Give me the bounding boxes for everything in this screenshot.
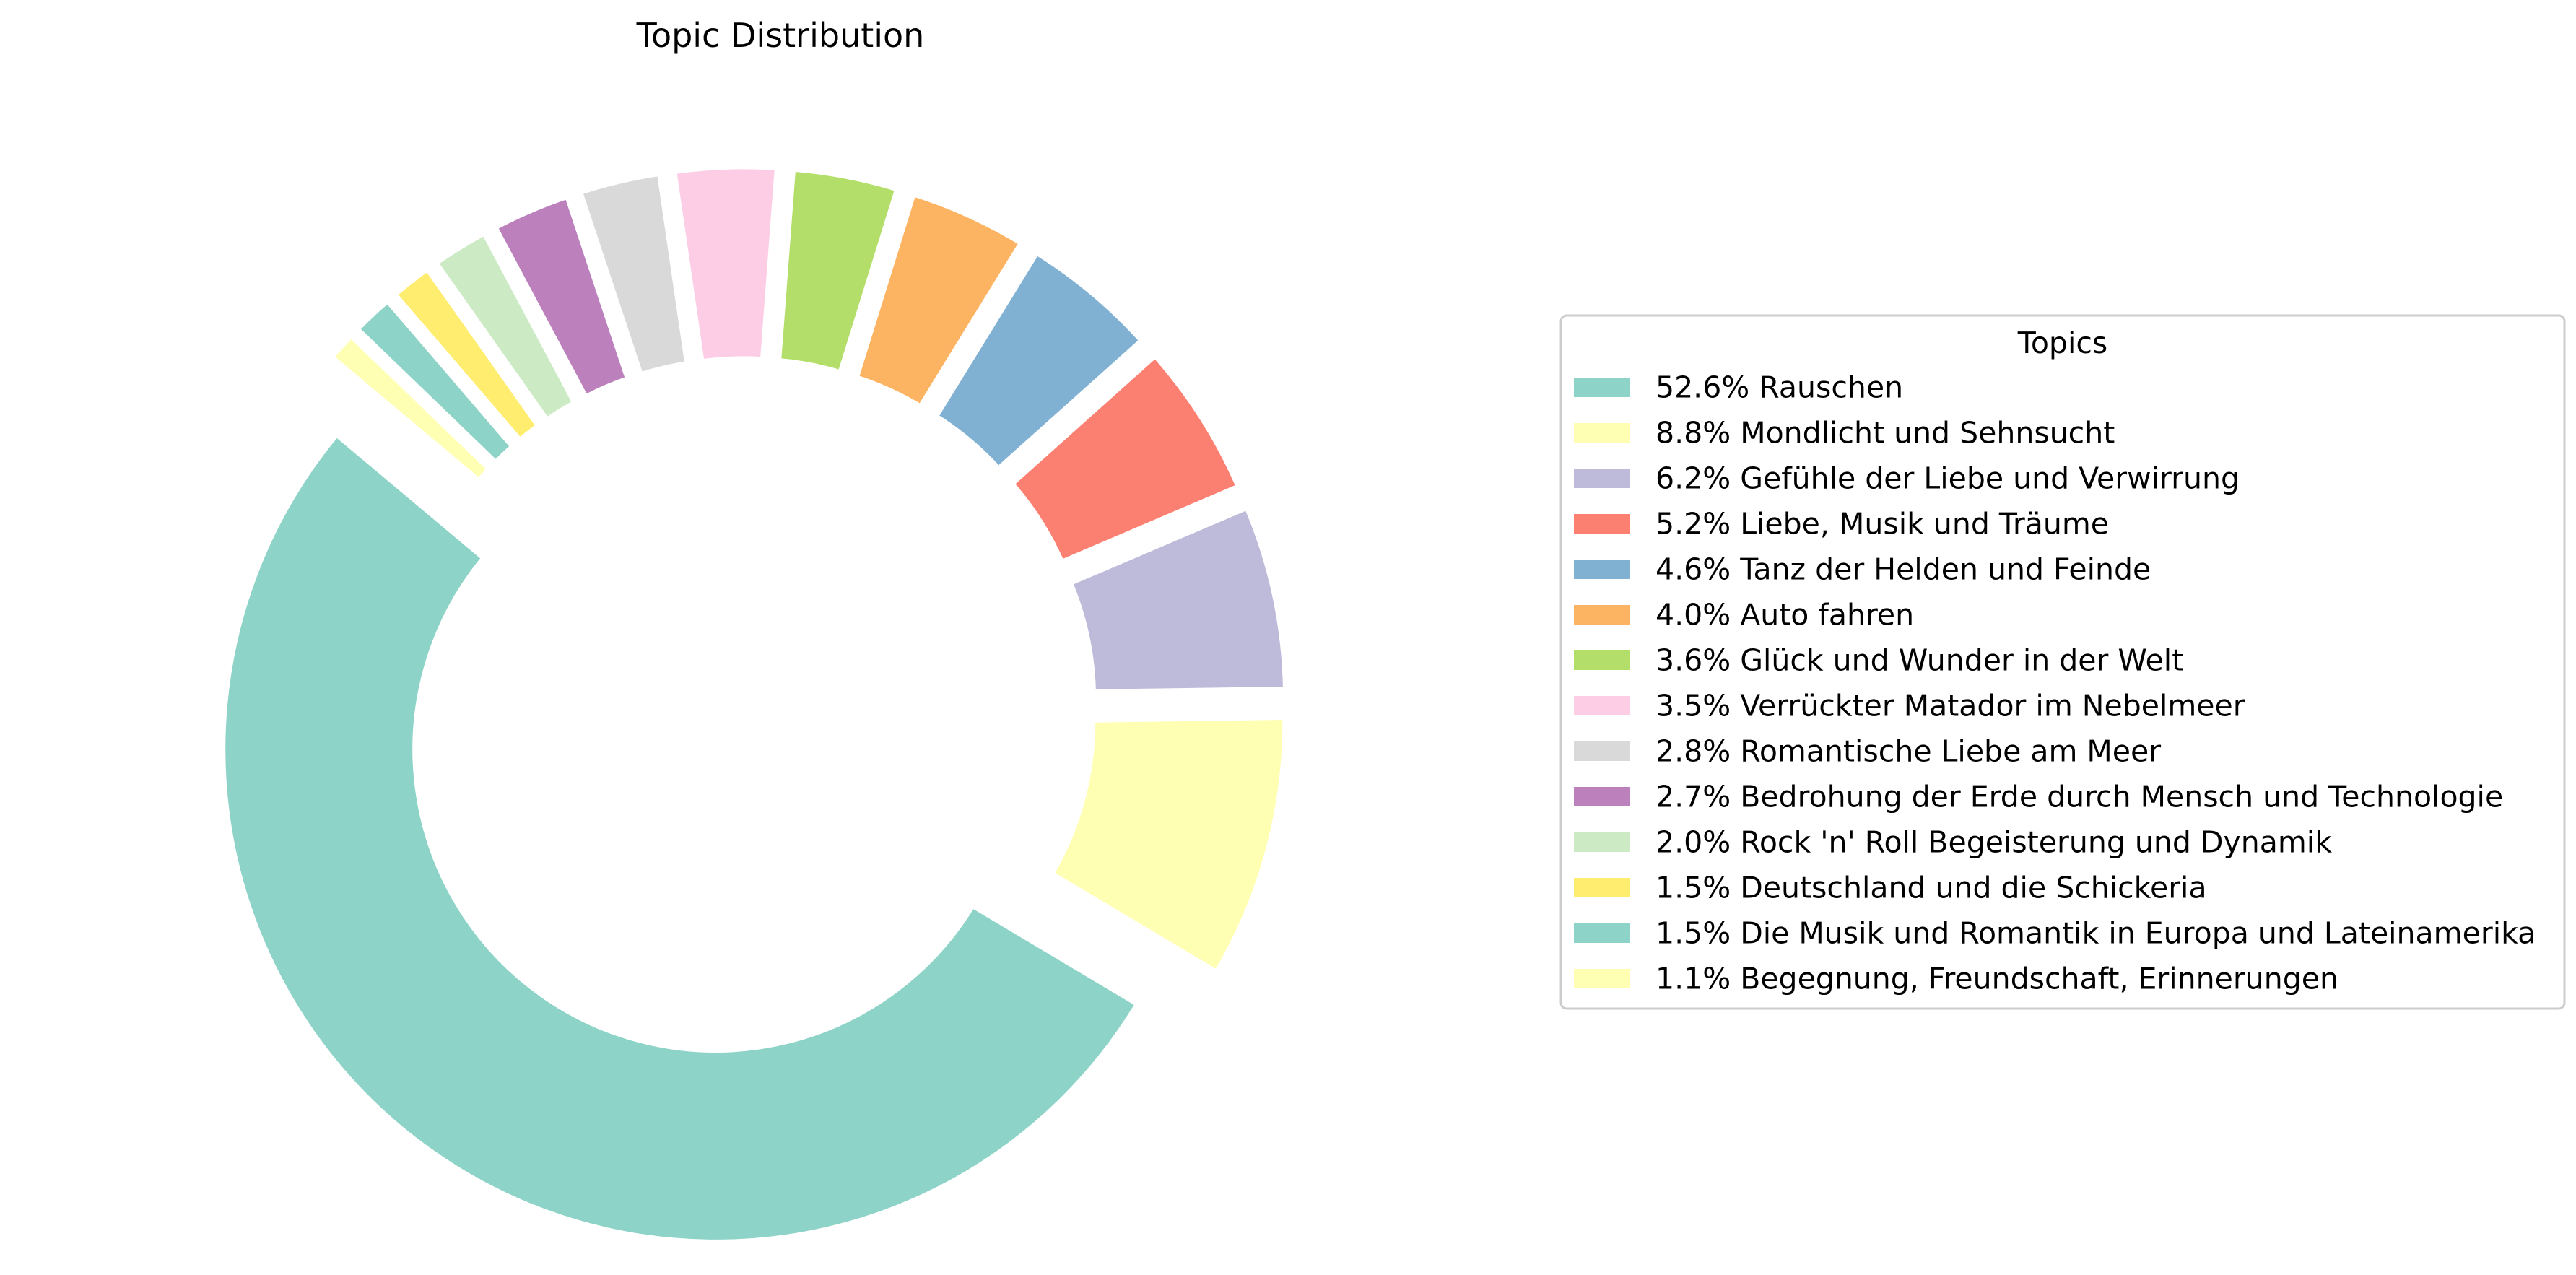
legend-swatch bbox=[1574, 514, 1630, 534]
legend-label: 8.8% Mondlicht und Sehnsucht bbox=[1655, 416, 2115, 451]
legend-swatch bbox=[1574, 469, 1630, 488]
legend-swatch bbox=[1574, 832, 1630, 852]
donut-slice bbox=[1060, 497, 1294, 700]
legend-title: Topics bbox=[2017, 326, 2107, 360]
legend-label: 2.8% Romantische Liebe am Meer bbox=[1655, 734, 2161, 769]
donut-slice bbox=[665, 159, 786, 370]
donut-slice bbox=[484, 186, 638, 407]
legend-swatch bbox=[1574, 878, 1630, 897]
legend-label: 1.5% Die Musik und Romantik in Europa un… bbox=[1655, 916, 2536, 951]
legend-swatch bbox=[1574, 605, 1630, 625]
donut-slice bbox=[926, 242, 1153, 479]
legend-entry: 5.2% Liebe, Musik und Träume bbox=[1574, 507, 2109, 541]
legend-swatch bbox=[1574, 969, 1630, 988]
legend-entry: 1.1% Begegnung, Freundschaft, Erinnerung… bbox=[1574, 962, 2338, 996]
legend-entry: 3.5% Verrückter Matador im Nebelmeer bbox=[1574, 689, 2245, 723]
legend-frame bbox=[1559, 314, 2566, 1010]
legend-entry: 6.2% Gefühle der Liebe und Verwirrung bbox=[1574, 461, 2240, 496]
legend-swatch bbox=[1574, 741, 1630, 761]
donut-slices bbox=[215, 159, 1294, 1250]
legend-label: 3.5% Verrückter Matador im Nebelmeer bbox=[1655, 689, 2245, 723]
legend-swatch bbox=[1574, 923, 1630, 943]
legend-entry: 1.5% Deutschland und die Schickeria bbox=[1574, 871, 2207, 905]
legend-entries: 52.6% Rauschen 8.8% Mondlicht und Sehnsuc… bbox=[1574, 370, 2536, 996]
legend-swatch bbox=[1574, 696, 1630, 715]
legend-label: 1.1% Begegnung, Freundschaft, Erinnerung… bbox=[1655, 962, 2338, 996]
donut-slice bbox=[770, 161, 908, 382]
legend-label: 3.6% Glück und Wunder in der Welt bbox=[1655, 643, 2183, 678]
legend-entry: 4.6% Tanz der Helden und Feinde bbox=[1574, 552, 2151, 587]
legend-label: 4.0% Auto fahren bbox=[1655, 598, 1914, 632]
donut-slice bbox=[425, 222, 586, 431]
legend-swatch bbox=[1574, 560, 1630, 579]
legend-label: 2.7% Bedrohung der Erde durch Mensch und… bbox=[1655, 780, 2503, 814]
legend-entry: 3.6% Glück und Wunder in der Welt bbox=[1574, 643, 2183, 678]
legend-entry: 4.0% Auto fahren bbox=[1574, 598, 1914, 632]
donut-slice bbox=[847, 184, 1032, 417]
legend-entry: 2.8% Romantische Liebe am Meer bbox=[1574, 734, 2161, 769]
legend-label: 6.2% Gefühle der Liebe und Verwirrung bbox=[1655, 461, 2240, 496]
legend-swatch bbox=[1574, 650, 1630, 670]
donut-slice bbox=[321, 325, 500, 492]
legend-label: 52.6% Rauschen bbox=[1655, 370, 1903, 405]
legend-swatch bbox=[1574, 378, 1630, 397]
legend-label: 1.5% Deutschland und die Schickeria bbox=[1655, 871, 2207, 905]
legend-entry: 2.0% Rock 'n' Roll Begeisterung und Dyna… bbox=[1574, 825, 2332, 860]
donut-slice bbox=[1041, 709, 1293, 983]
legend-swatch bbox=[1574, 787, 1630, 806]
legend-label: 4.6% Tanz der Helden und Feinde bbox=[1655, 552, 2151, 587]
chart-title: Topic Distribution bbox=[636, 16, 925, 55]
legend-entry: 2.7% Bedrohung der Erde durch Mensch und… bbox=[1574, 780, 2503, 814]
donut-slice bbox=[570, 165, 696, 385]
legend-entry: 1.5% Die Musik und Romantik in Europa un… bbox=[1574, 916, 2536, 951]
legend-entry: 52.6% Rauschen bbox=[1574, 370, 1903, 405]
legend: Topics 52.6% Rauschen 8.8% Mondlicht und … bbox=[1559, 314, 2566, 1010]
legend-swatch bbox=[1574, 423, 1630, 443]
legend-entry: 8.8% Mondlicht und Sehnsucht bbox=[1574, 416, 2115, 451]
donut-slice bbox=[215, 424, 1148, 1250]
legend-label: 5.2% Liebe, Musik und Träume bbox=[1655, 507, 2109, 541]
legend-label: 2.0% Rock 'n' Roll Begeisterung und Dyna… bbox=[1655, 825, 2332, 860]
donut-slice bbox=[1001, 344, 1248, 573]
